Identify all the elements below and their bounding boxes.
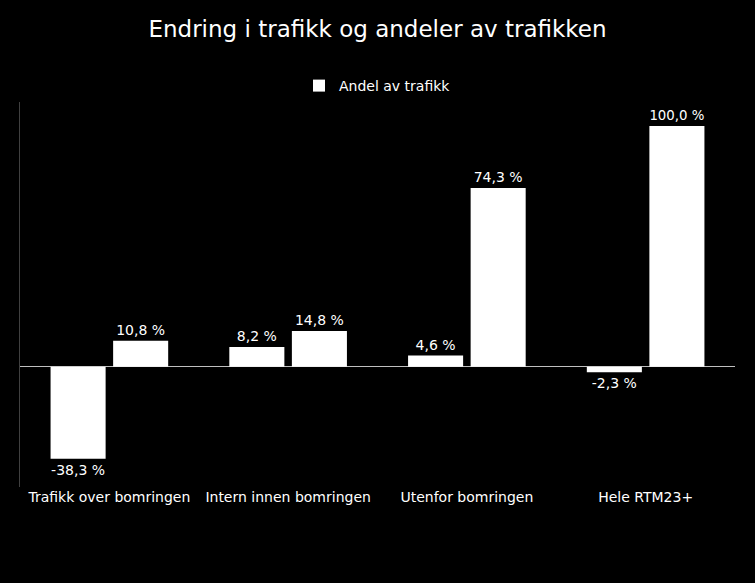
svg-text:-2,3 %: -2,3 % [592,375,637,391]
svg-text:Utenfor bomringen: Utenfor bomringen [400,489,533,505]
svg-text:Endring i trafikk og andeler a: Endring i trafikk og andeler av trafikke… [148,16,606,42]
svg-text:74,3 %: 74,3 % [474,169,523,185]
svg-text:Trafikk over bomringen: Trafikk over bomringen [27,489,190,505]
svg-text:-38,3 %: -38,3 % [51,462,105,478]
svg-text:100,0 %: 100,0 % [649,108,704,123]
svg-text:10,8 %: 10,8 % [116,322,165,338]
svg-text:4,6 %: 4,6 % [416,337,456,353]
svg-text:Intern innen bomringen: Intern innen bomringen [205,489,371,505]
svg-text:14,8 %: 14,8 % [295,312,344,328]
svg-text:8,2 %: 8,2 % [237,328,277,344]
svg-text:Hele RTM23+: Hele RTM23+ [598,489,693,505]
svg-text:Andel av trafikk: Andel av trafikk [339,78,450,94]
